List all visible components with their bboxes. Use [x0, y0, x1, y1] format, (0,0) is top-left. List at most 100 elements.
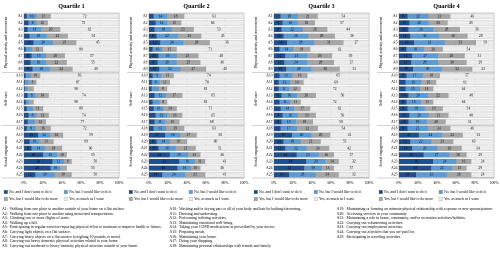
- data-label: 19: [483, 41, 487, 45]
- data-label: 46: [220, 61, 224, 65]
- bar-segment: [25, 73, 31, 79]
- data-label: 28: [195, 41, 199, 45]
- data-label: 17: [413, 74, 417, 78]
- bar-segment: [195, 145, 245, 151]
- bar-segment: [315, 92, 370, 99]
- data-label: 18: [39, 67, 43, 71]
- bar-segment: [315, 112, 370, 118]
- category-label: A23: [141, 159, 148, 163]
- activity-code: A21:: [336, 216, 345, 221]
- category-label: A25: [391, 173, 398, 177]
- data-label: 8: [402, 100, 404, 104]
- data-label: 10: [277, 140, 281, 144]
- category-label: A18: [391, 126, 398, 130]
- activity-text: Maintaining a role in home, community, a…: [346, 216, 466, 221]
- data-label: 32: [287, 166, 291, 170]
- bar-segment: [464, 53, 495, 59]
- activity-code: A25:: [336, 234, 345, 239]
- data-label: 25: [188, 34, 192, 38]
- category-label: A7: [18, 54, 23, 58]
- data-label: 12: [160, 113, 164, 117]
- x-tick-label: 60%: [203, 181, 211, 185]
- category-label: A15: [391, 107, 398, 111]
- category-label: A19: [141, 133, 148, 137]
- data-label: 75: [82, 21, 86, 25]
- data-label: 30: [451, 34, 455, 38]
- activity-code: A10:: [169, 207, 178, 211]
- bar-segment: [66, 165, 120, 171]
- data-label: 21: [309, 140, 313, 144]
- data-label: 12: [403, 34, 407, 38]
- category-label: A22: [141, 153, 148, 157]
- data-label: 36: [475, 28, 479, 32]
- activity-code: A14:: [169, 225, 178, 230]
- bar-segment: [450, 13, 495, 19]
- data-label: 33: [477, 133, 481, 137]
- bar-segment: [461, 145, 495, 151]
- activity-text: Walking from one place to another outsid…: [9, 207, 125, 211]
- data-label: 20: [314, 160, 318, 164]
- category-label: A17: [141, 120, 148, 124]
- data-label: 59: [339, 120, 343, 124]
- data-label: 57: [465, 74, 469, 78]
- bar-segment: [33, 86, 120, 92]
- x-tick-label: 20%: [165, 181, 173, 185]
- data-label: 9: [27, 67, 29, 71]
- x-tick-label: 20%: [40, 181, 48, 185]
- data-label: 23: [186, 54, 190, 58]
- data-label: 50: [93, 160, 97, 164]
- data-label: 54: [467, 47, 471, 51]
- data-label: 24: [429, 133, 433, 137]
- data-label: 11: [283, 100, 287, 104]
- data-label: 16: [171, 133, 175, 137]
- bar-segment: [398, 86, 406, 92]
- bar-segment: [273, 106, 281, 112]
- bar-segment: [148, 92, 155, 99]
- data-label: 11: [163, 80, 167, 84]
- x-tick-label: 40%: [184, 181, 192, 185]
- data-label: 25: [63, 41, 67, 45]
- x-tick-label: 80%: [347, 181, 355, 185]
- category-label: A21: [266, 146, 273, 150]
- data-label: 16: [36, 61, 40, 65]
- category-label: A5: [143, 41, 148, 45]
- data-label: 32: [352, 160, 356, 164]
- category-label: A19: [266, 133, 273, 137]
- bar-segment: [439, 73, 495, 79]
- bar-segment: [179, 119, 245, 125]
- activity-note: A13: Maintaining emotional well-being.: [169, 221, 330, 226]
- data-label: 32: [162, 160, 166, 164]
- data-label: 32: [430, 173, 434, 177]
- data-label: 36: [414, 160, 418, 164]
- group-label: Self-care: [378, 91, 383, 106]
- legend-label: Yes, as much as I want: [444, 197, 480, 202]
- data-label: 9: [402, 14, 404, 18]
- data-label: 57: [340, 21, 344, 25]
- data-label: 13: [192, 153, 196, 157]
- data-label: 18: [305, 21, 309, 25]
- bar-segment: [24, 79, 29, 85]
- data-label: 83: [78, 74, 82, 78]
- bar-segment: [273, 46, 280, 52]
- activity-note: A6: Carrying light objects on a flat surf…: [2, 230, 163, 235]
- group-label: Physical activity and movement: [378, 16, 383, 68]
- bar-segment: [433, 86, 495, 92]
- data-label: 37: [350, 61, 354, 65]
- data-label: 20: [417, 113, 421, 117]
- bar-segment: [148, 20, 156, 26]
- activity-text: Participating in regular exercise requir…: [9, 225, 162, 230]
- data-label: 18: [430, 74, 434, 78]
- legend-swatch: [3, 197, 8, 201]
- data-label: 9: [402, 107, 404, 111]
- data-label: 11: [277, 61, 281, 65]
- activity-note: A18: Maintaining personal relationships w…: [169, 244, 330, 249]
- data-label: 45: [96, 41, 100, 45]
- bar-segment: [23, 33, 30, 39]
- bar-segment: [333, 152, 370, 158]
- bar-segment: [300, 99, 370, 105]
- bar-segment: [151, 86, 159, 92]
- data-label: 53: [217, 28, 221, 32]
- data-label: 32: [428, 41, 432, 45]
- data-label: 15: [37, 54, 41, 58]
- bar-segment: [166, 86, 245, 92]
